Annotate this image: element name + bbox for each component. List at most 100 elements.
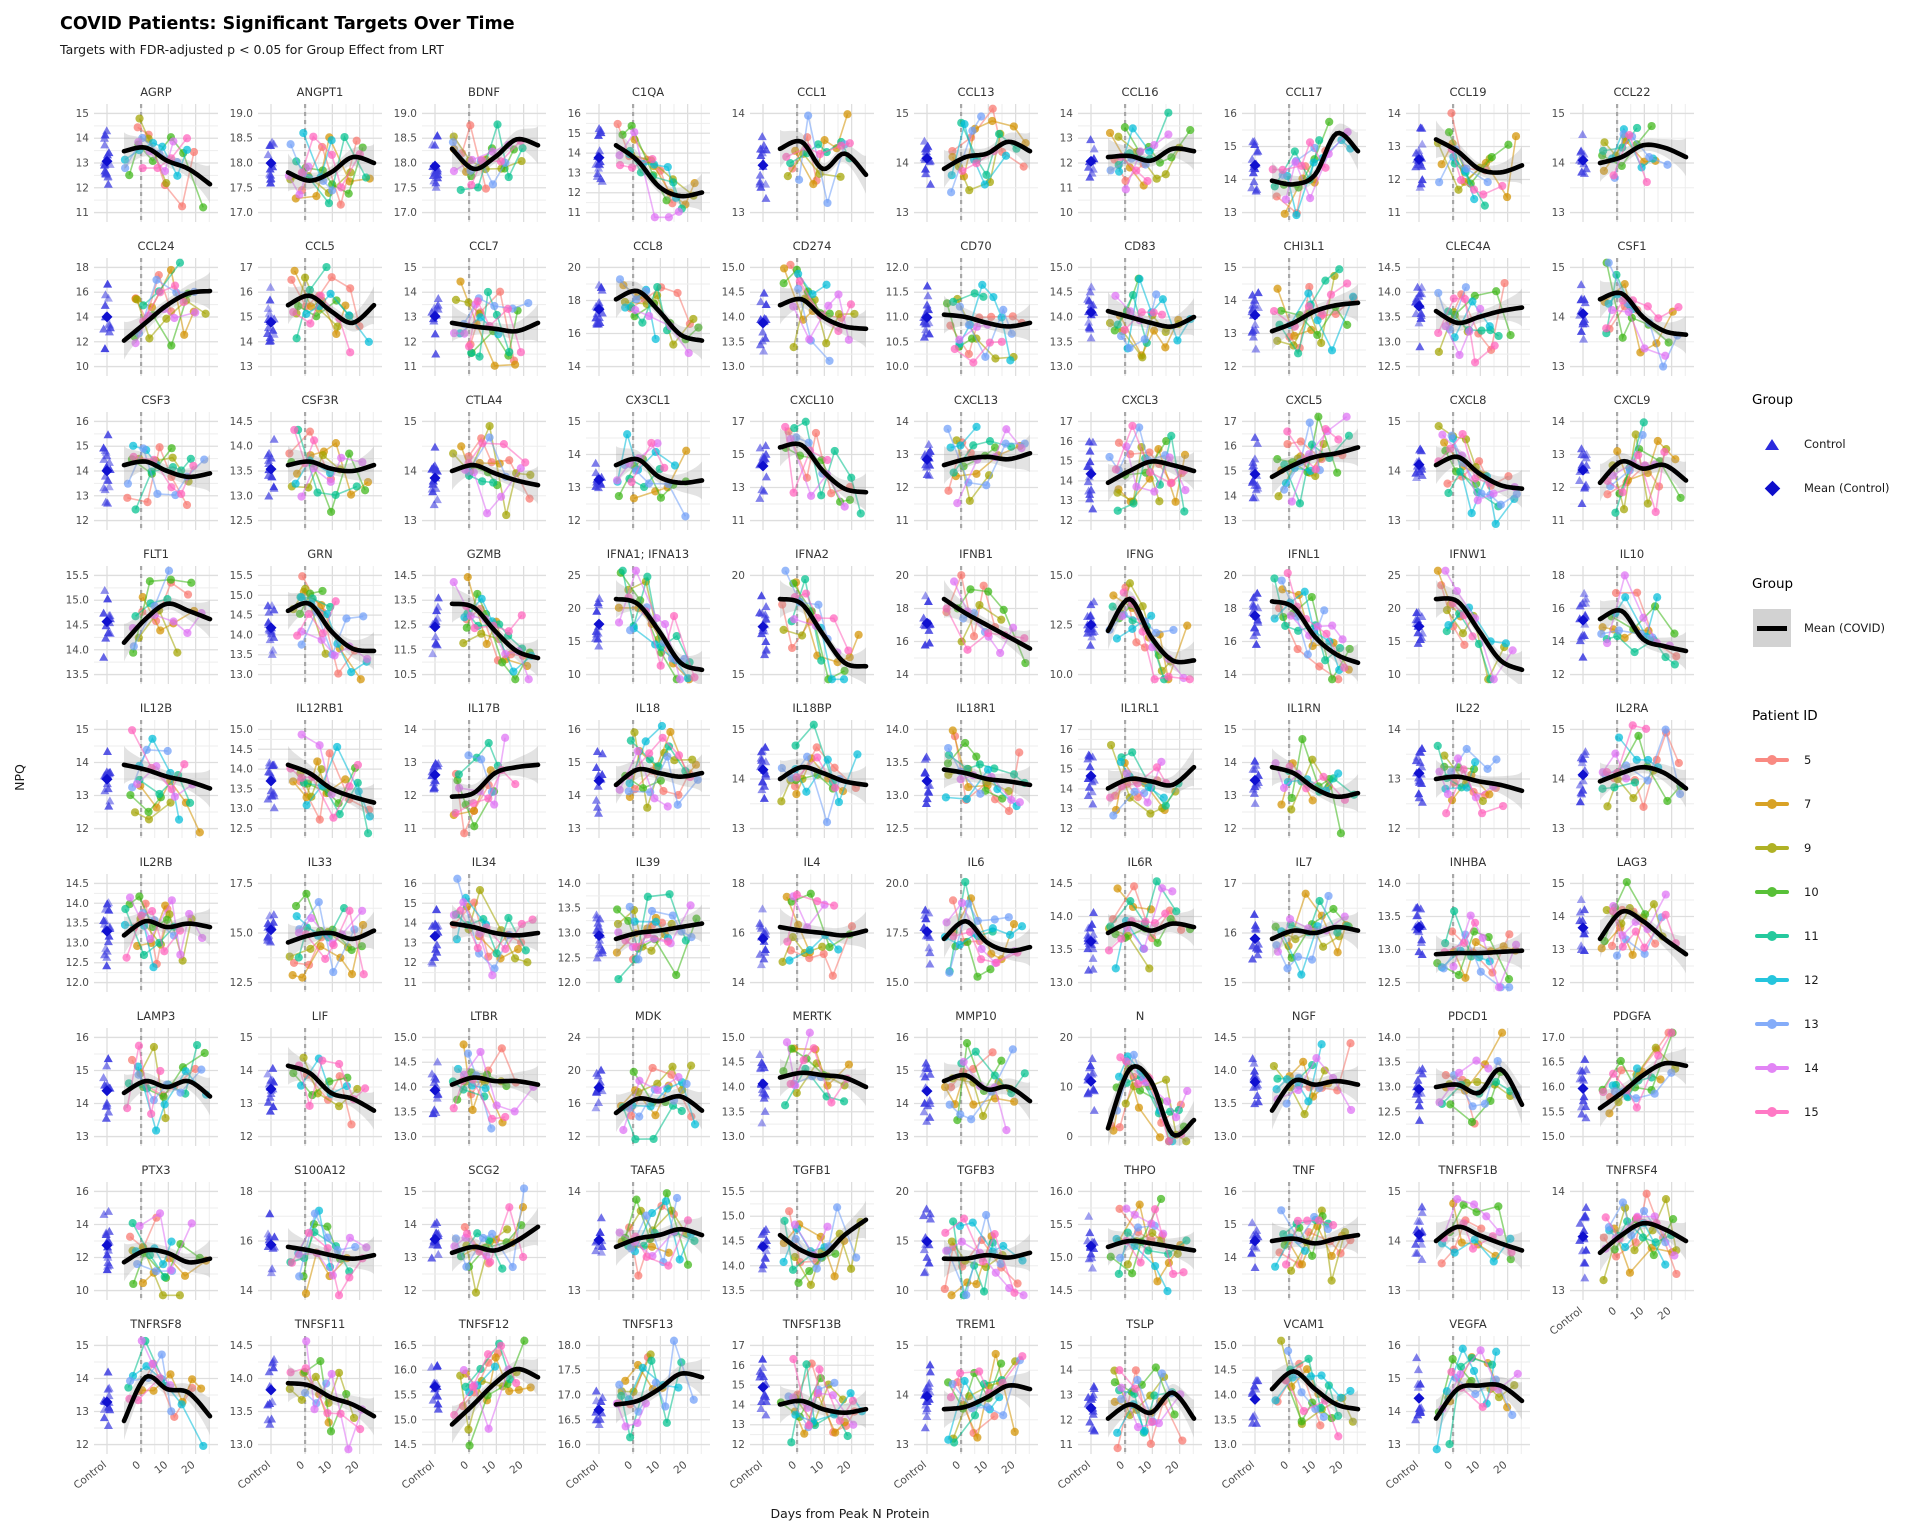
patient-point [302, 309, 311, 318]
patient-point [170, 313, 179, 323]
patient-point [618, 566, 627, 575]
patient-point [1149, 308, 1158, 317]
mean-ci-ribbon [616, 1087, 702, 1132]
patient-point [1146, 809, 1155, 818]
y-tick-label: 16 [76, 1032, 90, 1044]
patient-point [463, 1049, 473, 1058]
control-mean-diamond [429, 160, 441, 172]
patient-point [1449, 294, 1458, 303]
patient-point [839, 675, 849, 684]
control-triangle [923, 291, 933, 300]
control-triangle [1248, 1054, 1258, 1063]
patient-point [464, 751, 473, 760]
patient-point [948, 896, 958, 905]
patient-point [358, 906, 367, 915]
y-tick-label: 12.5 [394, 620, 417, 632]
facet-title: TAFA5 [630, 1163, 666, 1177]
y-tick-label: 14.5 [394, 1057, 417, 1069]
control-triangle [1417, 282, 1427, 291]
patient-point [482, 509, 492, 518]
patient-point [947, 1291, 956, 1300]
patient-point [315, 815, 324, 824]
patient-point [1621, 593, 1630, 602]
patient-point [1173, 336, 1182, 345]
y-tick-label: 13 [1060, 803, 1073, 815]
patient-point [297, 492, 306, 501]
control-triangle [1578, 652, 1588, 661]
mean-covid-line [121, 288, 213, 343]
patient-point [138, 163, 147, 173]
patient-point [1004, 806, 1014, 816]
patient-point [1137, 308, 1146, 317]
control-triangle [1414, 789, 1424, 798]
facet-title: CXCL13 [954, 393, 998, 407]
patient-point [315, 741, 324, 750]
control-triangle [1411, 308, 1421, 317]
control-triangle [100, 290, 110, 299]
patient-point [1171, 1113, 1181, 1122]
patient-point [969, 358, 978, 367]
patient-point [139, 950, 149, 960]
patient-point [615, 275, 625, 284]
patient-point [333, 322, 342, 331]
patient-point [985, 338, 994, 347]
patient-point [329, 967, 338, 977]
y-tick-label: 12.5 [1378, 1106, 1401, 1118]
control-triangle [104, 898, 114, 907]
y-tick-label: 12 [404, 790, 417, 802]
control-mean-diamond [265, 157, 277, 169]
patient-point [660, 463, 669, 472]
patient-point [125, 170, 134, 180]
y-tick-label: 14 [732, 108, 746, 120]
y-tick-label: 12.0 [886, 262, 909, 274]
patient-point [852, 1253, 861, 1262]
y-tick-label: 13.0 [66, 937, 89, 949]
patient-point [781, 566, 790, 575]
patient-point [1140, 335, 1149, 344]
patient-point [825, 309, 834, 318]
patient-point [1268, 165, 1277, 174]
patient-point [1326, 290, 1336, 299]
y-tick-label: 12 [896, 482, 909, 494]
patient-line [1611, 309, 1666, 357]
patient-point [1146, 468, 1155, 477]
patient-point [1296, 437, 1305, 446]
y-tick-label: 19.0 [394, 108, 417, 120]
patient-point [794, 1278, 803, 1287]
patient-point [1338, 635, 1347, 644]
patient-point [1181, 486, 1190, 495]
patient-point [352, 482, 361, 491]
control-triangle [433, 293, 443, 302]
y-tick-label: 10 [896, 1285, 909, 1297]
y-tick-label: 17 [1224, 416, 1237, 428]
patient-point [941, 1228, 950, 1237]
patient-point [353, 760, 362, 770]
control-triangle [924, 305, 934, 314]
patient-point [1461, 283, 1470, 292]
patient-point [613, 119, 622, 129]
patient-point [169, 137, 178, 146]
patient-point [1305, 138, 1315, 147]
patient-point [293, 631, 302, 640]
y-tick-label: 15 [1552, 724, 1565, 736]
patient-point [469, 806, 479, 815]
patient-point [677, 1106, 686, 1116]
y-tick-label: 20 [568, 603, 581, 615]
patient-point [650, 794, 659, 803]
control-triangle [100, 585, 110, 594]
y-tick-label: 15 [1224, 262, 1237, 274]
control-triangle [757, 1118, 767, 1127]
y-tick-label: 18 [896, 603, 909, 615]
patient-point [180, 760, 189, 769]
patient-point [1150, 140, 1159, 150]
patient-point [627, 477, 636, 487]
patient-point [359, 970, 368, 979]
mean-covid-line [285, 293, 377, 326]
patient-point [1504, 975, 1514, 984]
facet-title: CXCL8 [1450, 393, 1487, 407]
patient-point [1111, 291, 1120, 300]
